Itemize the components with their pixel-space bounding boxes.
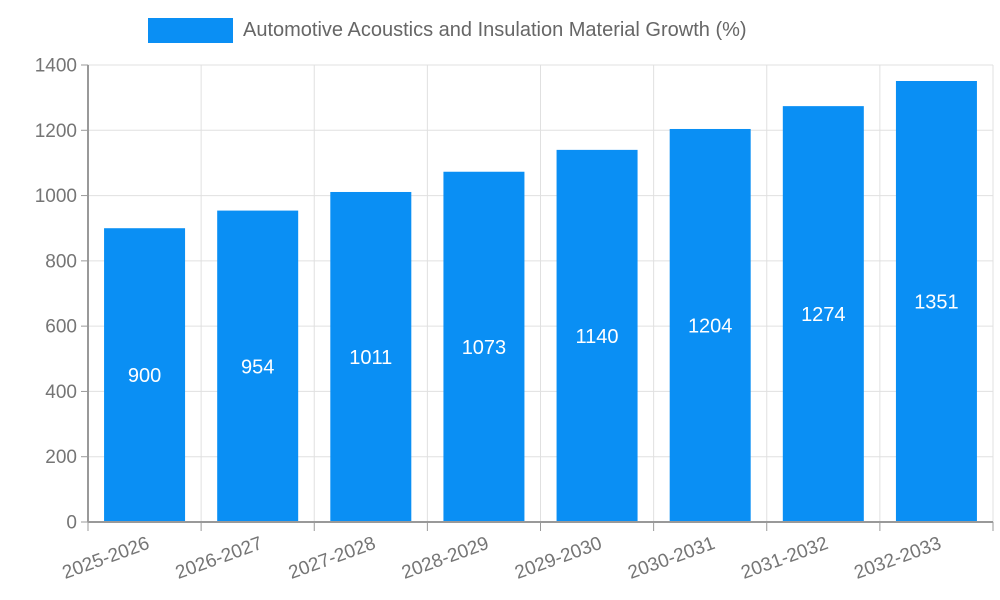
bar-2027-2028 [330, 191, 412, 522]
x-tick-label-2032-2033: 2032-2033 [852, 533, 945, 584]
bar-2032-2033 [895, 80, 977, 523]
chart-legend[interactable]: Automotive Acoustics and Insulation Mate… [148, 18, 747, 43]
x-tick-label-2027-2028: 2027-2028 [286, 533, 379, 584]
y-tick-label-200: 200 [45, 447, 77, 468]
y-tick-label-800: 800 [45, 251, 77, 272]
bar-value-label-2025-2026: 900 [128, 365, 161, 387]
bar-value-label-2029-2030: 1140 [576, 326, 619, 348]
x-tick-label-2028-2029: 2028-2029 [399, 533, 492, 584]
y-tick-label-1000: 1000 [35, 186, 77, 207]
bar-value-label-2026-2027: 954 [241, 356, 274, 378]
bar-value-label-2028-2029: 1073 [462, 337, 507, 359]
x-tick-label-2025-2026: 2025-2026 [60, 533, 153, 584]
bar-value-label-2027-2028: 1011 [349, 347, 392, 369]
x-tick-label-2026-2027: 2026-2027 [173, 533, 266, 584]
bar-value-label-2031-2032: 1274 [801, 304, 846, 326]
bar-value-label-2030-2031: 1204 [688, 315, 733, 337]
bar-2029-2030 [556, 149, 638, 522]
x-tick-label-2031-2032: 2031-2032 [738, 533, 831, 584]
legend-swatch[interactable] [148, 18, 233, 43]
y-tick-label-1400: 1400 [35, 56, 77, 77]
bar-2028-2029 [443, 171, 525, 523]
legend-label[interactable]: Automotive Acoustics and Insulation Mate… [243, 19, 747, 41]
bar-2031-2032 [782, 106, 864, 522]
y-tick-label-400: 400 [45, 382, 77, 403]
bar-2025-2026 [104, 228, 186, 522]
bar-2026-2027 [217, 210, 299, 522]
bar-2030-2031 [669, 128, 751, 523]
y-tick-label-1200: 1200 [35, 121, 77, 142]
x-tick-label-2029-2030: 2029-2030 [512, 533, 605, 584]
bar-value-label-2032-2033: 1351 [914, 291, 959, 313]
y-tick-label-0: 0 [66, 513, 77, 534]
x-tick-label-2030-2031: 2030-2031 [625, 533, 718, 584]
y-tick-label-600: 600 [45, 317, 77, 338]
